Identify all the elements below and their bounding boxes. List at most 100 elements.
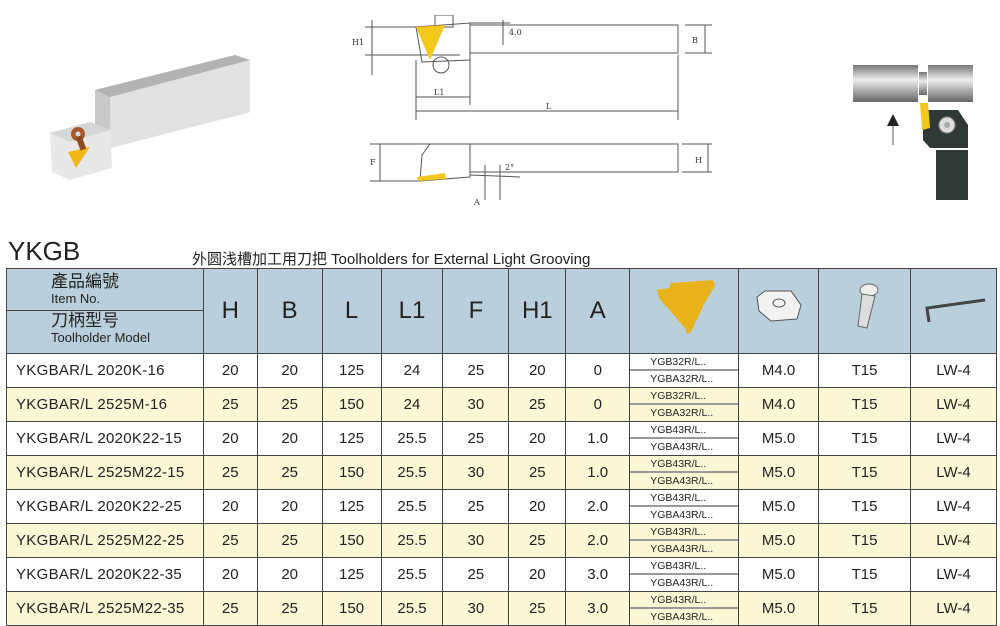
cell-shim: M5.0 — [738, 523, 820, 558]
cell-f: 30 — [442, 523, 510, 558]
header-screw — [818, 268, 911, 354]
cell-wrench: LW-4 — [909, 421, 998, 456]
cell-model: YKGBAR/L 2525M-16 — [6, 387, 204, 422]
cell-f: 25 — [442, 421, 510, 456]
header-b: B — [256, 268, 323, 354]
insert-code: YGB32R/L.. — [630, 354, 739, 371]
cell-shim: M5.0 — [738, 489, 820, 524]
cell-insert: YGB43R/L.. YGBA43R/L.. — [629, 489, 740, 524]
cell-h1: 25 — [508, 591, 567, 626]
shim-icon — [756, 290, 802, 322]
dim-label-offset: 4.0 — [509, 28, 522, 37]
toolholder-3d-image — [50, 55, 250, 180]
cell-insert: YGB32R/L.. YGBA32R/L.. — [629, 387, 740, 422]
cell-a: 2.0 — [565, 489, 631, 524]
cell-screw: T15 — [818, 591, 911, 626]
header-item-no-en: Item No. — [51, 290, 101, 306]
cell-h1: 20 — [508, 353, 567, 388]
cell-a: 0 — [565, 387, 631, 422]
dim-label-l: L — [546, 102, 552, 111]
cell-model: YKGBAR/L 2020K-16 — [6, 353, 204, 388]
cell-h: 25 — [202, 591, 258, 626]
cell-h1: 20 — [508, 421, 567, 456]
table-row: YKGBAR/L 2525M-16 25 25 150 24 30 25 0 YGB32R/L.… — [6, 387, 998, 422]
cell-f: 30 — [442, 387, 510, 422]
cell-l: 150 — [321, 591, 382, 626]
insert-drawing-icon — [416, 25, 445, 60]
header-f: F — [442, 268, 510, 354]
cell-model: YKGBAR/L 2020K22-35 — [6, 557, 204, 592]
cell-shim: M4.0 — [738, 387, 820, 422]
table-row: YKGBAR/L 2020K22-35 20 20 125 25.5 25 20 3.0 YGB… — [6, 557, 998, 592]
cell-h: 25 — [202, 455, 258, 490]
insert-code: YGBA43R/L.. — [650, 576, 714, 589]
cell-b: 25 — [256, 591, 323, 626]
cell-screw: T15 — [818, 387, 911, 422]
cell-h: 20 — [202, 489, 258, 524]
cell-model: YKGBAR/L 2525M22-25 — [6, 523, 204, 558]
cell-f: 25 — [442, 489, 510, 524]
table-header-row: 產品編號 Item No. 刀柄型号 Toolholder Model H B L … — [6, 268, 998, 354]
table-row: YKGBAR/L 2020K22-15 20 20 125 25.5 25 20 1.0 YGB… — [6, 421, 998, 456]
insert-code: YGB43R/L.. — [630, 456, 739, 473]
cell-wrench: LW-4 — [909, 489, 998, 524]
cell-screw: T15 — [818, 421, 911, 456]
table-row: YKGBAR/L 2525M22-25 25 25 150 25.5 30 25 2.0 YGB… — [6, 523, 998, 558]
dim-label-l1: L1 — [434, 88, 444, 97]
header-h1: H1 — [508, 268, 567, 354]
cell-l1: 25.5 — [380, 523, 444, 558]
cell-h1: 25 — [508, 387, 567, 422]
subtitle-en: Toolholders for External Light Grooving — [331, 251, 591, 268]
cell-b: 25 — [256, 523, 323, 558]
page-subtitle: 外圆浅槽加工用刀把 Toolholders for External Light … — [192, 248, 590, 269]
table-row: YKGBAR/L 2525M22-15 25 25 150 25.5 30 25 1.0 YGB… — [6, 455, 998, 490]
insert-icon — [657, 279, 716, 334]
insert-code: YGB43R/L.. — [630, 558, 739, 575]
cell-a: 3.0 — [565, 557, 631, 592]
header-model-zh: 刀柄型号 — [51, 311, 119, 331]
cell-wrench: LW-4 — [909, 557, 998, 592]
insert-code: YGB43R/L.. — [630, 524, 739, 541]
cell-insert: YGB32R/L.. YGBA32R/L.. — [629, 353, 740, 388]
application-image — [853, 65, 973, 200]
cell-shim: M5.0 — [738, 557, 820, 592]
cell-b: 20 — [256, 489, 323, 524]
spec-table: 產品編號 Item No. 刀柄型号 Toolholder Model H B L … — [6, 268, 998, 626]
insert-code: YGB43R/L.. — [630, 422, 739, 439]
cell-l1: 25.5 — [380, 455, 444, 490]
cell-model: YKGBAR/L 2525M22-35 — [6, 591, 204, 626]
cell-h: 25 — [202, 387, 258, 422]
header-h: H — [202, 268, 258, 354]
table-row: YKGBAR/L 2020K22-25 20 20 125 25.5 25 20 2.0 YGB… — [6, 489, 998, 524]
cell-l: 125 — [321, 421, 382, 456]
cell-f: 25 — [442, 353, 510, 388]
cell-insert: YGB43R/L.. YGBA43R/L.. — [629, 557, 740, 592]
insert-code: YGBA43R/L.. — [650, 610, 714, 623]
dim-label-f: F — [370, 158, 376, 167]
cell-h1: 25 — [508, 523, 567, 558]
dimension-drawing: H1 4.0 B L1 L F 2° H A — [352, 15, 712, 207]
cell-l1: 25.5 — [380, 557, 444, 592]
cell-h: 20 — [202, 353, 258, 388]
wrench-icon — [925, 298, 986, 322]
cell-b: 20 — [256, 353, 323, 388]
cell-h1: 20 — [508, 489, 567, 524]
dim-label-h1: H1 — [352, 38, 364, 47]
dim-label-h: H — [695, 156, 702, 165]
cell-screw: T15 — [818, 455, 911, 490]
cell-l1: 25.5 — [380, 591, 444, 626]
cell-b: 25 — [256, 387, 323, 422]
cell-wrench: LW-4 — [909, 353, 998, 388]
cell-shim: M5.0 — [738, 591, 820, 626]
cell-l: 150 — [321, 455, 382, 490]
cell-l: 125 — [321, 489, 382, 524]
screw-icon — [856, 283, 878, 329]
cell-wrench: LW-4 — [909, 591, 998, 626]
cell-l1: 24 — [380, 387, 444, 422]
cell-shim: M5.0 — [738, 455, 820, 490]
cell-screw: T15 — [818, 523, 911, 558]
cell-b: 20 — [256, 421, 323, 456]
cell-h: 25 — [202, 523, 258, 558]
cell-screw: T15 — [818, 353, 911, 388]
header-insert — [629, 268, 740, 354]
